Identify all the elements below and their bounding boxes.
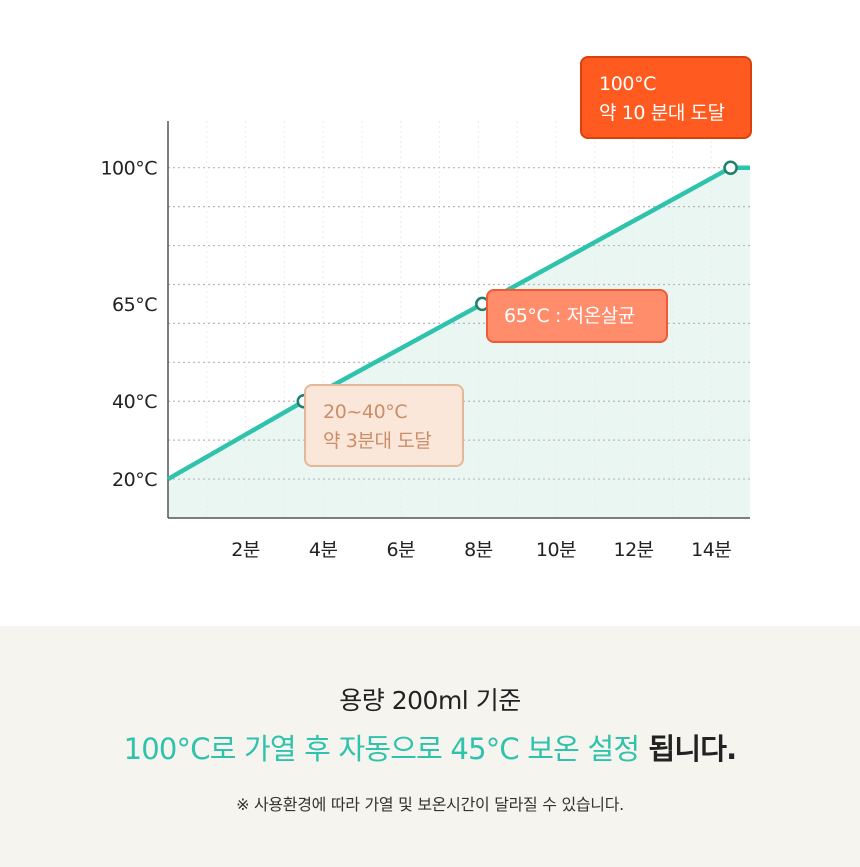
- headline-highlight: 100°C로 가열 후 자동으로 45°C 보온 설정: [123, 732, 640, 766]
- x-tick-label: 10분: [536, 539, 576, 561]
- callout-65c-line-1: 65°C : 저온살균: [504, 305, 635, 327]
- capacity-basis: 용량 200ml 기준: [339, 686, 521, 715]
- x-tick-label: 4분: [309, 539, 338, 561]
- callout-20-40c-line-2: 약 3분대 도달: [323, 430, 432, 452]
- x-tick-label: 6분: [387, 539, 416, 561]
- y-tick-label: 100°C: [100, 158, 157, 180]
- callout-100c-line-2: 약 10 분대 도달: [599, 102, 725, 124]
- disclaimer-note: ※ 사용환경에 따라 가열 및 보온시간이 달라질 수 있습니다.: [236, 795, 624, 814]
- x-tick-label: 12분: [614, 539, 654, 561]
- callout-65c: 65°C : 저온살균: [486, 289, 668, 343]
- callout-100c: 100°C 약 10 분대 도달: [580, 56, 752, 139]
- x-tick-label: 2분: [231, 539, 260, 561]
- y-tick-label: 20°C: [112, 469, 157, 491]
- heating-chart: 20°C 40°C 65°C 100°C 2분 4분 6분 8분 10분 12분 14분 100°C…: [100, 56, 752, 561]
- headline: 100°C로 가열 후 자동으로 45°C 보온 설정 됩니다.: [0, 726, 860, 768]
- x-tick-label: 8분: [464, 539, 493, 561]
- data-point-marker: [723, 160, 738, 175]
- y-tick-label: 65°C: [112, 294, 157, 316]
- headline-tail: 됩니다.: [639, 732, 738, 766]
- callout-100c-line-1: 100°C: [599, 73, 657, 95]
- x-tick-label: 14분: [691, 539, 731, 561]
- callout-20-40c-line-1: 20~40°C: [323, 401, 408, 423]
- y-tick-label: 40°C: [112, 391, 157, 413]
- info-footer: 용량 200ml 기준 100°C로 가열 후 자동으로 45°C 보온 설정 …: [0, 626, 860, 867]
- callout-20-40c: 20~40°C 약 3분대 도달: [304, 384, 464, 467]
